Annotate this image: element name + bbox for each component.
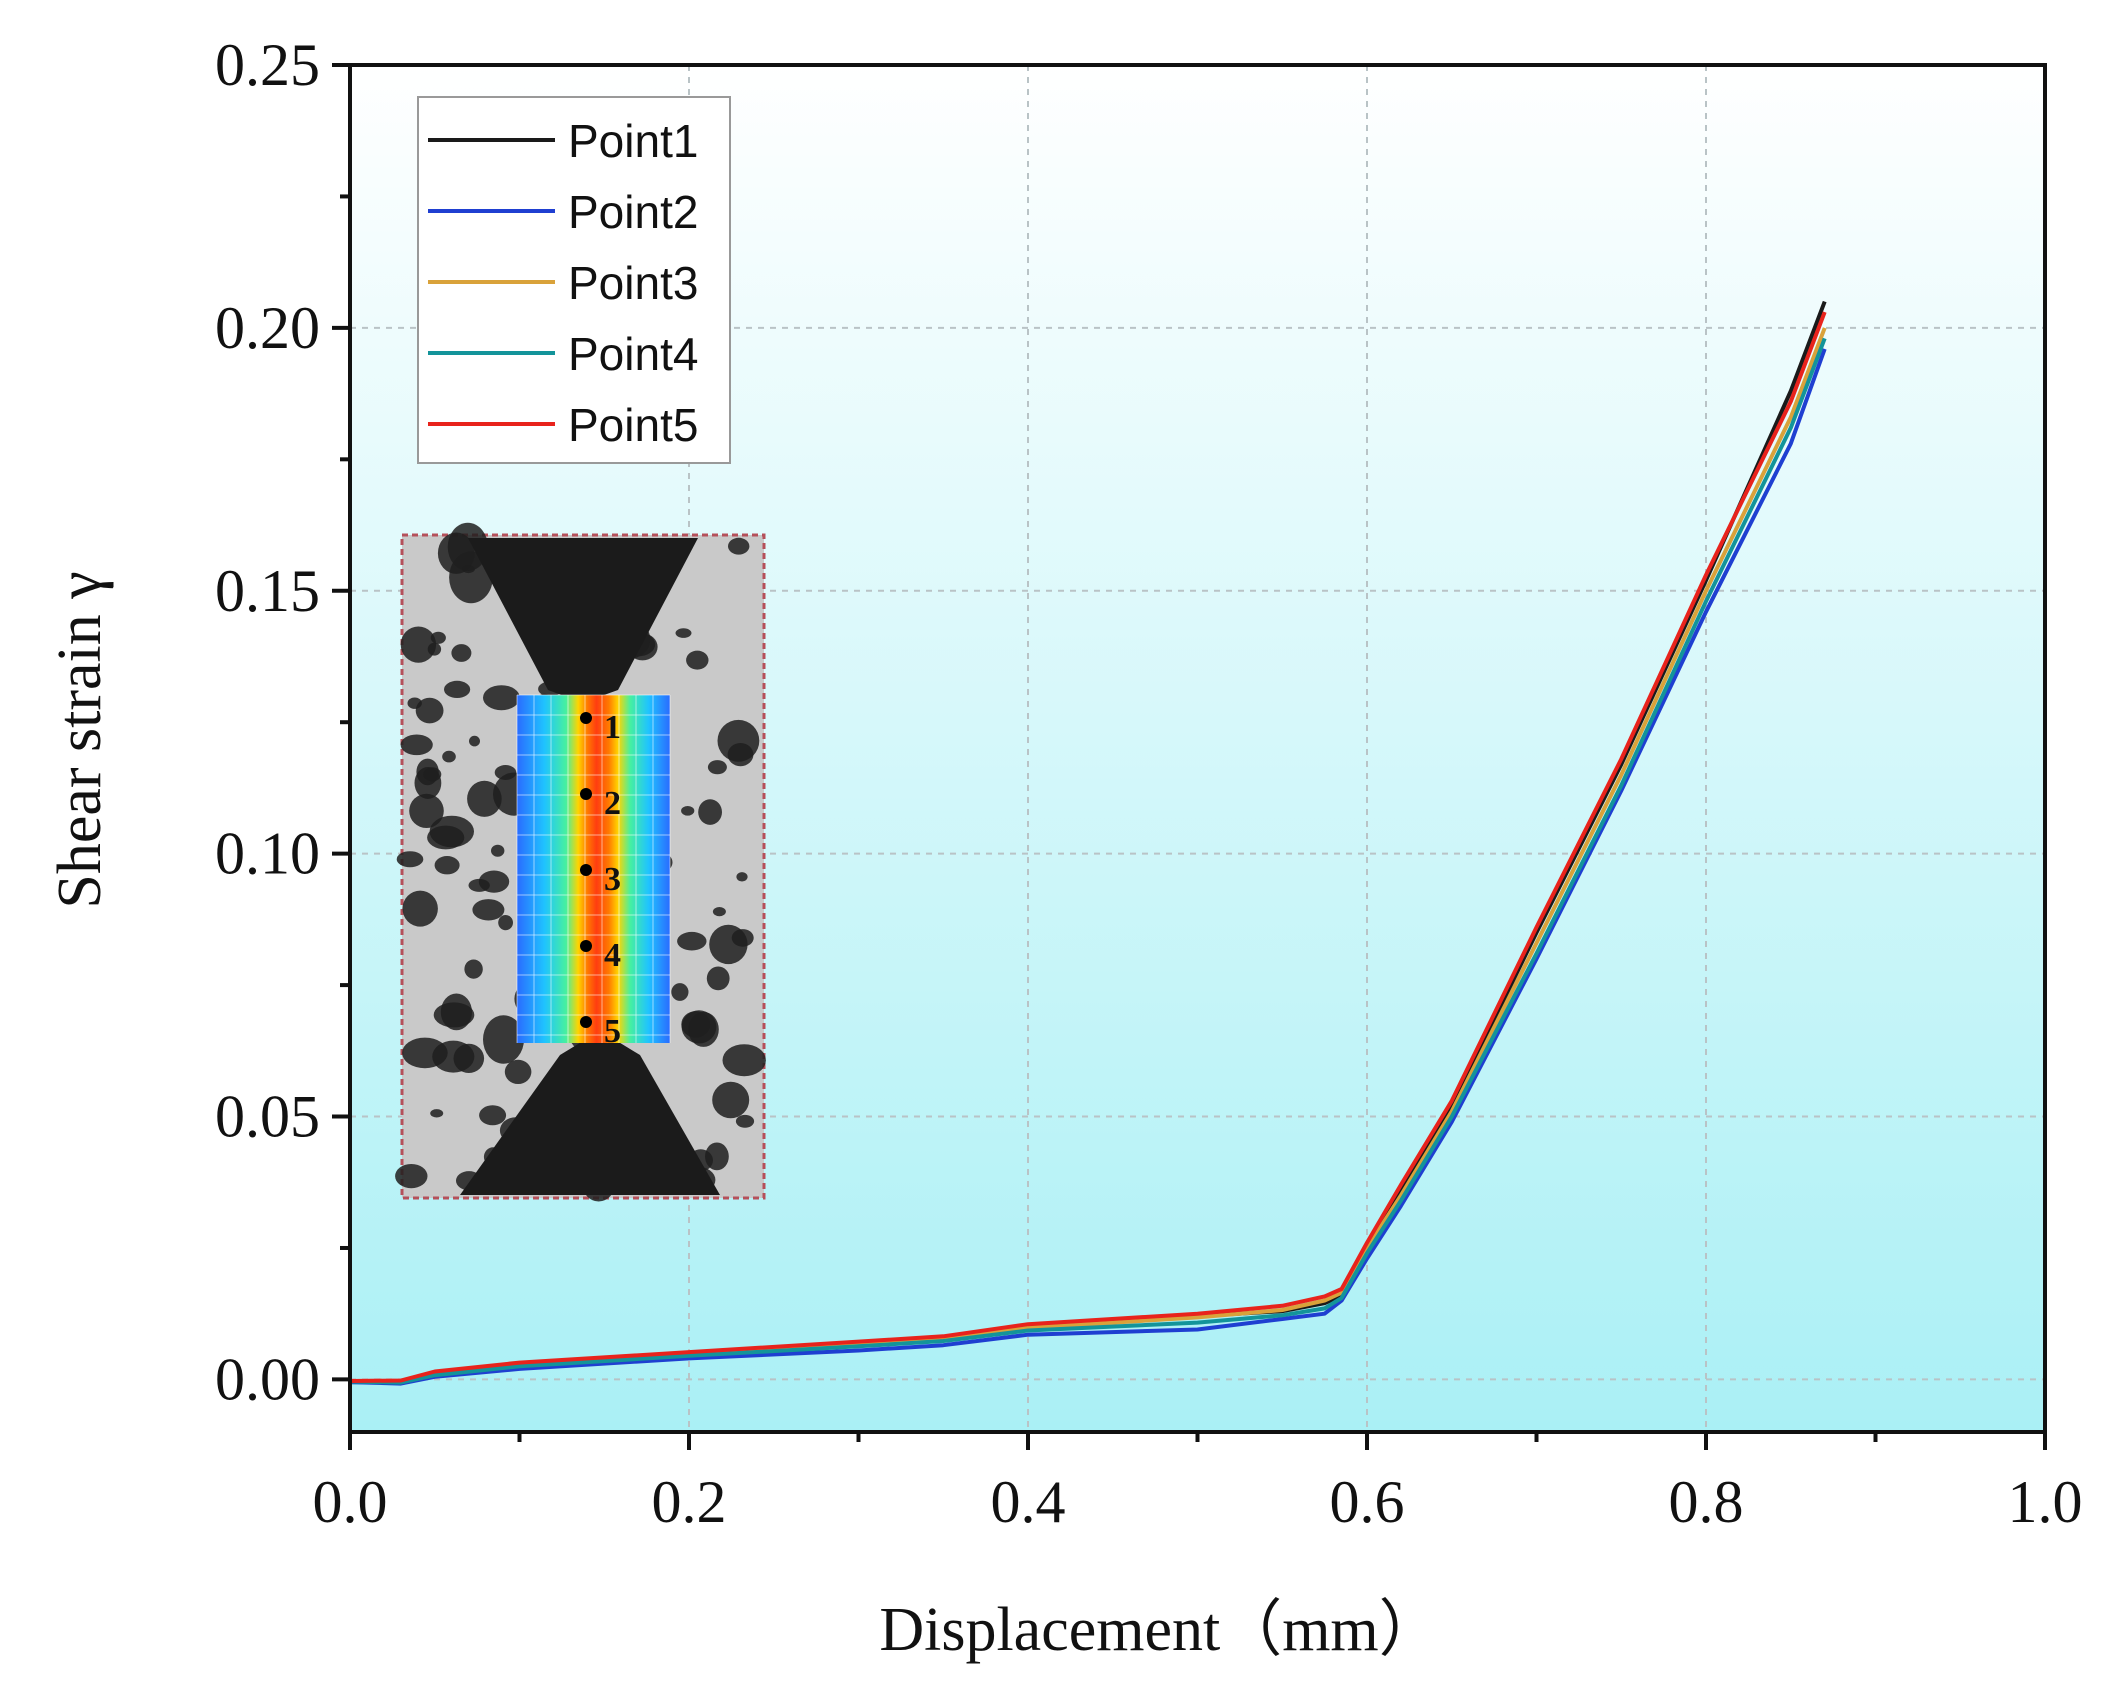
inset-speckle	[402, 890, 438, 927]
inset-point-label: 2	[604, 785, 621, 822]
inset-speckle	[479, 1105, 507, 1126]
inset-speckle	[707, 760, 727, 775]
inset-speckle	[469, 735, 480, 747]
inset-speckle	[722, 1044, 766, 1077]
inset-speckle	[427, 642, 442, 656]
series-line-point4	[350, 337, 1827, 1385]
inset-speckle	[440, 993, 472, 1031]
x-axis-ticks: 0.0 0.2 0.4 0.6 0.8 1.0	[313, 1432, 2083, 1535]
inset-speckle	[478, 870, 510, 893]
inset-speckle	[464, 959, 483, 979]
inset-speckle	[415, 697, 444, 724]
inset-speckle	[677, 931, 707, 951]
inset-speckle	[451, 644, 472, 662]
inset-speckle	[430, 1109, 444, 1118]
inset-speckle	[400, 626, 437, 663]
inset-point-dot	[580, 940, 592, 952]
inset-speckle	[472, 899, 505, 921]
inset-speckle	[395, 1164, 428, 1189]
inset-point-label: 1	[604, 709, 621, 746]
x-tick-label: 0.6	[1330, 1469, 1405, 1535]
legend: Point1 Point2 Point3 Point4 Point5	[417, 96, 731, 464]
inset-speckle	[437, 532, 475, 574]
inset-speckle	[442, 750, 456, 763]
inset-speckle	[712, 1081, 750, 1119]
inset-speckle	[483, 1015, 524, 1064]
inset-speckle	[681, 1010, 717, 1044]
inset-bottom-notch	[460, 1038, 720, 1195]
legend-label-point5: Point5	[568, 399, 698, 451]
inset-speckle	[409, 793, 444, 829]
x-axis-label: Displacement（mm）	[879, 1596, 1440, 1664]
legend-label-point4: Point4	[568, 328, 698, 380]
inset-top-notch	[468, 538, 698, 700]
inset-speckle	[430, 631, 446, 644]
inset-point-dot	[580, 788, 592, 800]
y-axis-label: Shear strain γ	[46, 571, 114, 908]
inset-point-dot	[580, 712, 592, 724]
inset-point-label: 4	[604, 937, 621, 974]
legend-label-point3: Point3	[568, 257, 698, 309]
inset-speckle	[444, 680, 471, 699]
inset-speckle	[671, 983, 689, 1001]
legend-label-point2: Point2	[568, 186, 698, 238]
inset-speckle	[498, 915, 513, 931]
inset-speckle	[706, 966, 730, 991]
inset-speckle	[400, 734, 433, 756]
inset-speckle	[453, 1043, 485, 1073]
inset-speckle	[491, 844, 505, 857]
series-lines	[350, 300, 1827, 1386]
inset-speckle	[402, 1037, 448, 1069]
inset-speckle	[396, 851, 424, 868]
inset-speckle	[467, 780, 502, 817]
inset-speckle	[698, 799, 722, 825]
inset-speckle	[675, 628, 692, 638]
series-line-point5	[350, 311, 1827, 1383]
inset-speckle	[434, 856, 460, 875]
inset-strain-band	[517, 695, 670, 1043]
x-tick-label: 0.4	[991, 1469, 1066, 1535]
y-tick-label: 0.10	[215, 821, 320, 887]
inset-speckle	[728, 537, 750, 555]
y-tick-label: 0.15	[215, 558, 320, 624]
inset-speckle	[416, 758, 439, 786]
inset-speckle	[731, 929, 754, 947]
y-tick-label: 0.00	[215, 1346, 320, 1412]
inset-speckle	[427, 825, 465, 850]
inset-speckle	[712, 907, 726, 917]
inset-point-label: 5	[604, 1013, 621, 1050]
x-tick-label: 0.2	[652, 1469, 727, 1535]
x-tick-label: 0.8	[1669, 1469, 1744, 1535]
inset-point-label: 3	[604, 861, 621, 898]
y-tick-label: 0.20	[215, 295, 320, 361]
inset-speckle	[504, 1059, 532, 1084]
y-tick-label: 0.05	[215, 1084, 320, 1150]
inset-speckle	[686, 650, 709, 670]
y-tick-label: 0.25	[215, 32, 320, 98]
inset-point-markers: 1 2 3 4 5	[580, 709, 621, 1050]
inset-speckle	[483, 685, 520, 711]
y-axis-ticks: 0.00 0.05 0.10 0.15 0.20 0.25	[215, 32, 350, 1412]
inset-speckle	[735, 1114, 755, 1128]
inset-speckle	[736, 872, 748, 882]
inset-speckle	[717, 719, 760, 762]
legend-label-point1: Point1	[568, 115, 698, 167]
inset-point-dot	[580, 1016, 592, 1028]
inset-speckle	[681, 806, 695, 816]
series-line-point2	[350, 348, 1827, 1386]
inset-strain-map: 1 2 3 4 5	[395, 522, 766, 1202]
x-tick-label: 1.0	[2008, 1469, 2083, 1535]
inset-point-dot	[580, 864, 592, 876]
x-tick-label: 0.0	[313, 1469, 388, 1535]
